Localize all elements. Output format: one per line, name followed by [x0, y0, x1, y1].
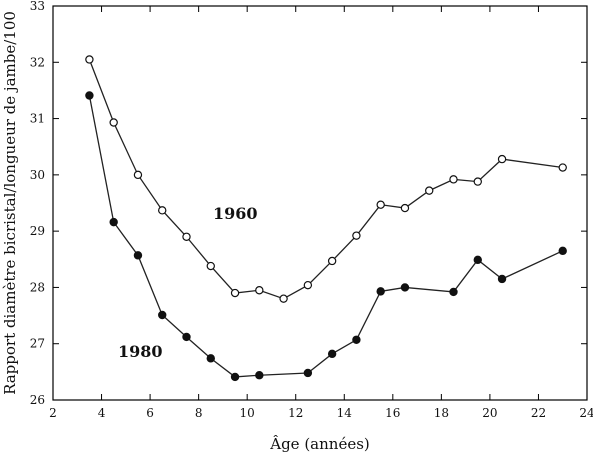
- data-point-1960: [558, 163, 567, 172]
- data-point-1980: [182, 332, 191, 342]
- data-point-1980: [133, 251, 143, 260]
- chart-labels: Âge (années) Rapport diamètre bicristal/…: [1, 11, 370, 453]
- x-tick-label: 6: [146, 406, 154, 420]
- y-tick-label: 27: [30, 337, 45, 351]
- x-tick-label: 10: [240, 406, 255, 420]
- data-point-1980: [473, 255, 482, 265]
- data-point-1980: [376, 287, 385, 296]
- data-point-1980: [158, 310, 167, 320]
- data-point-1980: [449, 287, 458, 297]
- data-point-1980: [352, 335, 361, 344]
- data-point-1960: [327, 256, 337, 266]
- series-line-1980: [88, 95, 564, 378]
- x-tick-label: 12: [288, 406, 303, 420]
- series-1960: [85, 55, 567, 303]
- x-tick-label: 16: [385, 406, 400, 420]
- data-point-1980: [230, 372, 240, 382]
- data-point-1980: [558, 246, 567, 256]
- data-point-1960: [182, 232, 191, 241]
- data-point-1960: [473, 177, 482, 186]
- x-axis-title: Âge (années): [269, 435, 370, 453]
- plot-frame: [52, 5, 588, 401]
- data-point-1980: [400, 283, 410, 292]
- x-tick-label: 22: [531, 406, 546, 420]
- chart-series: [85, 55, 567, 382]
- data-point-1980: [206, 354, 215, 363]
- y-axis-title: Rapport diamètre bicristal/longueur de j…: [1, 11, 19, 395]
- data-point-1960: [497, 154, 507, 164]
- x-tick-label: 8: [195, 406, 203, 420]
- x-tick-label: 18: [434, 406, 449, 420]
- data-point-1980: [255, 371, 264, 380]
- y-tick-label: 30: [30, 168, 45, 182]
- y-tick-label: 26: [30, 393, 45, 407]
- series-line-1960: [88, 59, 563, 300]
- x-tick-label: 4: [98, 406, 106, 420]
- y-tick-label: 29: [30, 224, 45, 238]
- data-point-1960: [425, 186, 434, 195]
- y-tick-label: 33: [30, 0, 45, 13]
- data-point-1960: [206, 261, 215, 271]
- data-point-1960: [133, 170, 143, 180]
- data-point-1960: [449, 175, 458, 184]
- x-tick-label: 20: [482, 406, 497, 420]
- series-label-1960: 1960: [213, 204, 258, 223]
- data-point-1980: [85, 91, 94, 100]
- data-point-1960: [255, 286, 264, 295]
- data-point-1960: [352, 231, 361, 240]
- data-point-1980: [303, 368, 313, 378]
- data-point-1960: [376, 200, 385, 209]
- series-label-1980: 1980: [118, 342, 163, 361]
- x-tick-label: 2: [49, 406, 57, 420]
- data-point-1960: [85, 55, 94, 64]
- series-1980: [85, 91, 567, 382]
- data-point-1980: [327, 349, 337, 359]
- data-point-1960: [230, 288, 240, 298]
- y-tick-label: 28: [30, 280, 45, 294]
- data-point-1960: [158, 206, 167, 215]
- y-tick-label: 32: [30, 55, 45, 69]
- data-point-1960: [400, 203, 410, 213]
- data-point-1980: [109, 217, 118, 227]
- x-tick-label: 14: [337, 406, 353, 420]
- data-point-1960: [109, 118, 118, 127]
- data-point-1960: [303, 280, 313, 290]
- x-tick-label: 24: [579, 406, 593, 420]
- data-point-1960: [279, 294, 288, 303]
- y-tick-label: 31: [30, 112, 45, 126]
- data-point-1980: [497, 274, 507, 284]
